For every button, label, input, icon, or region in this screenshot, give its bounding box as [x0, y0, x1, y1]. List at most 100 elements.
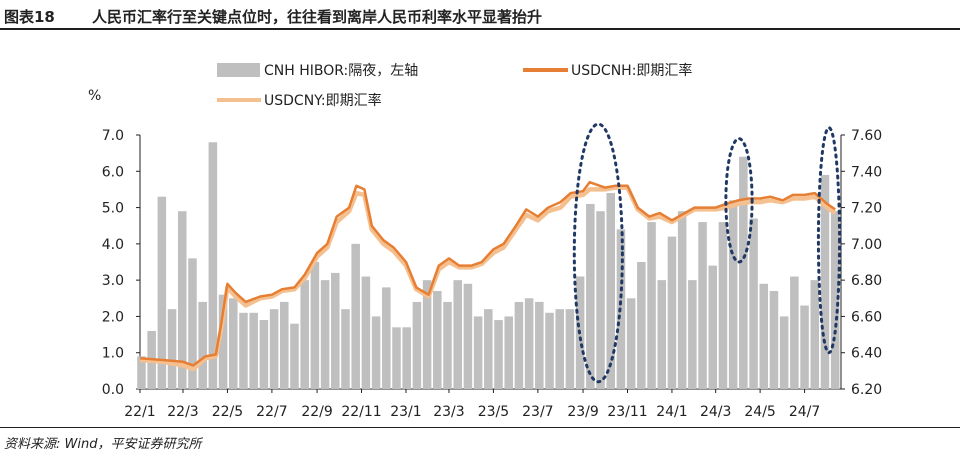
legend-label-cnh: USDCNH:即期汇率	[571, 62, 692, 79]
x-tick-label: 24/5	[744, 404, 775, 420]
hibor-bar	[137, 356, 146, 389]
legend-label-hibor: CNH HIBOR:隔夜，左轴	[264, 63, 418, 79]
x-tick-label: 23/7	[522, 404, 553, 420]
hibor-bar	[280, 301, 289, 389]
hibor-bar	[535, 301, 544, 389]
hibor-bar	[433, 291, 442, 389]
hibor-bar	[229, 298, 238, 389]
left-axis-unit: %	[88, 88, 101, 104]
left-tick-label: 2.0	[102, 309, 124, 325]
x-tick-label: 22/5	[212, 404, 243, 420]
hibor-bar	[800, 305, 809, 389]
hibor-bar	[688, 280, 697, 389]
figure-title: 人民币汇率行至关键点位时，往往看到离岸人民币利率水平显著抬升	[92, 8, 543, 26]
hibor-bar	[708, 265, 718, 389]
hibor-bar	[392, 327, 401, 389]
legend: CNH HIBOR:隔夜，左轴 USDCNH:即期汇率 USDCNY:即期汇率	[217, 62, 692, 109]
x-axis-ticks: 22/1 22/3 22/5 22/7 22/9 22/11 23/1 23/3 23/5 23/…	[124, 389, 820, 420]
hibor-bar	[351, 243, 360, 389]
left-tick-label: 5.0	[102, 201, 124, 217]
hibor-bar	[718, 222, 728, 389]
hibor-bar	[320, 280, 330, 389]
figure-header: 图表18 人民币汇率行至关键点位时，往往看到离岸人民币利率水平显著抬升	[0, 0, 960, 30]
hibor-bar	[422, 280, 432, 389]
hibor-bar	[524, 298, 534, 389]
x-tick-label: 22/1	[124, 404, 155, 420]
figure-number: 图表18	[4, 8, 55, 26]
legend-swatch-hibor	[217, 63, 260, 77]
left-tick-label: 7.0	[102, 128, 124, 144]
x-tick-label: 23/11	[607, 404, 647, 420]
hibor-bar	[749, 218, 758, 389]
x-tick-label: 23/3	[433, 404, 464, 420]
source-note: 资料来源: Wind，平安证券研究所	[4, 437, 202, 452]
hibor-bar	[739, 156, 748, 389]
right-tick-label: 6.80	[851, 273, 882, 289]
hibor-bar	[371, 316, 381, 389]
hibor-bar	[596, 211, 605, 389]
chart: CNH HIBOR:隔夜，左轴 USDCNH:即期汇率 USDCNY:即期汇率 …	[88, 62, 882, 420]
hibor-bar	[555, 309, 564, 389]
usdcny-line	[139, 185, 837, 372]
hibor-bar	[402, 327, 411, 389]
hibor-bar	[586, 203, 595, 389]
hibor-bar	[667, 236, 677, 389]
left-tick-label: 1.0	[102, 346, 124, 362]
hibor-bar	[759, 283, 769, 389]
left-axis-ticks: 0.0 1.0 2.0 3.0 4.0 5.0 6.0 7.0	[102, 128, 140, 398]
hibor-bar	[198, 301, 207, 389]
hibor-bar	[412, 301, 422, 389]
left-tick-label: 0.0	[102, 382, 124, 398]
x-tick-label: 24/3	[700, 404, 731, 420]
hibor-bar	[177, 211, 187, 389]
x-tick-label: 24/7	[789, 404, 820, 420]
hibor-bar	[484, 309, 493, 389]
hibor-bar	[341, 309, 350, 389]
right-tick-label: 7.40	[851, 164, 882, 180]
left-tick-label: 4.0	[102, 237, 124, 253]
fx-series	[139, 180, 837, 372]
hibor-bar	[626, 298, 636, 389]
hibor-bar	[361, 276, 371, 389]
right-tick-label: 7.60	[851, 128, 882, 144]
hibor-bar	[779, 316, 789, 389]
hibor-bar	[494, 320, 503, 389]
hibor-bar	[545, 312, 554, 389]
hibor-bar	[239, 312, 248, 389]
x-tick-label: 22/11	[341, 404, 381, 420]
highlight-ellipse	[816, 126, 842, 355]
highlight-ellipse	[724, 137, 754, 264]
hibor-bar	[188, 258, 197, 389]
right-tick-label: 6.40	[851, 346, 882, 362]
x-tick-label: 24/1	[656, 404, 687, 420]
hibor-bar	[208, 142, 218, 389]
hibor-bar	[769, 291, 779, 389]
hibor-bar	[830, 211, 840, 389]
hibor-bar	[473, 316, 483, 389]
left-tick-label: 6.0	[102, 164, 124, 180]
usdcnh-line	[139, 180, 836, 367]
hibor-bar	[167, 309, 177, 389]
hibor-bar	[331, 272, 340, 389]
bottom-rule	[0, 427, 960, 428]
hibor-bar	[269, 309, 279, 389]
hibor-bar	[647, 222, 656, 389]
hibor-bar	[453, 280, 462, 389]
hibor-bar	[290, 323, 299, 389]
hibor-bar	[463, 283, 473, 389]
right-tick-label: 6.20	[851, 382, 882, 398]
hibor-bar	[218, 294, 228, 389]
x-tick-label: 22/7	[256, 404, 287, 420]
x-tick-label: 22/9	[301, 404, 332, 420]
hibor-bar	[657, 280, 667, 389]
hibor-bar	[310, 262, 320, 389]
hibor-bar	[504, 316, 513, 389]
hibor-bar	[820, 174, 830, 389]
hibor-bar	[698, 222, 707, 389]
right-tick-label: 6.60	[851, 309, 882, 325]
hibor-bar	[606, 193, 616, 389]
left-tick-label: 3.0	[102, 273, 124, 289]
right-tick-label: 7.00	[851, 237, 882, 253]
x-tick-label: 23/5	[478, 404, 509, 420]
hibor-bar	[157, 196, 167, 389]
